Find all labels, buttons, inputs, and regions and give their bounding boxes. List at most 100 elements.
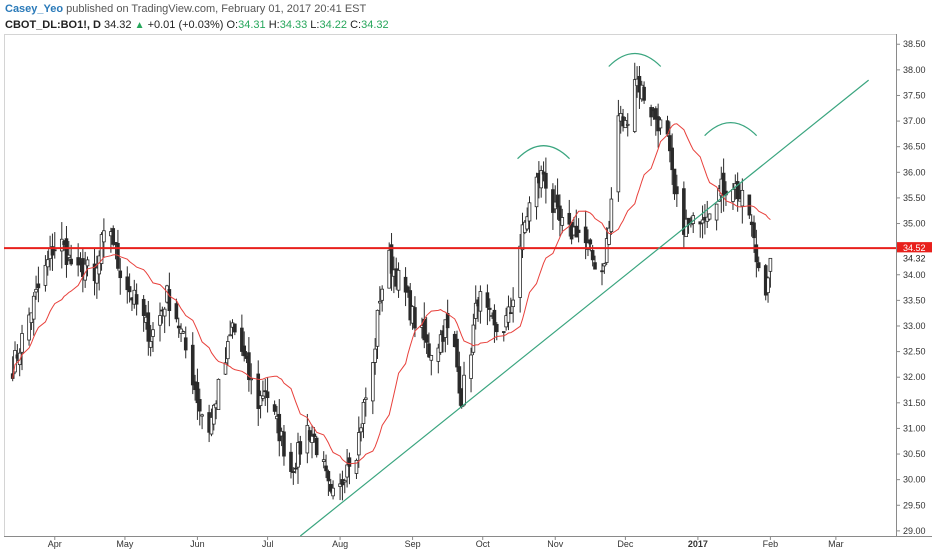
candle-body xyxy=(462,374,466,406)
last-price-tag: 34.32 xyxy=(897,252,932,265)
candle-body xyxy=(413,307,417,329)
candle-body xyxy=(167,289,172,312)
candle-body xyxy=(190,344,195,386)
candle-body xyxy=(174,303,179,320)
candle-body xyxy=(602,263,607,267)
candle-body xyxy=(326,471,331,482)
candle-body xyxy=(197,399,202,412)
candle-body xyxy=(324,465,328,472)
candle-body xyxy=(576,229,581,233)
candle-body xyxy=(13,350,17,373)
price-tick-label: 31.50 xyxy=(903,398,926,408)
candle-body xyxy=(289,451,293,472)
price-tick-label: 32.50 xyxy=(903,347,926,357)
candle-body xyxy=(321,459,326,462)
candle-body xyxy=(195,382,200,404)
candle-body xyxy=(233,323,237,333)
low-value: 34.22 xyxy=(319,19,348,31)
pattern-arcs xyxy=(517,53,758,160)
candle-body xyxy=(494,323,499,333)
candle-body xyxy=(375,309,380,347)
candle-body xyxy=(642,86,646,101)
candle-body xyxy=(551,189,555,213)
candle-body xyxy=(296,442,300,468)
candle-body xyxy=(625,123,630,126)
time-tick-label: Sep xyxy=(405,539,421,549)
candle-body xyxy=(247,352,251,380)
price-tick-label: 34.00 xyxy=(903,270,926,280)
candle-body xyxy=(408,290,413,321)
symbol-label[interactable]: CBOT_DL:BO1!, D xyxy=(5,19,101,31)
candle-body xyxy=(754,244,759,263)
time-tick-label: Nov xyxy=(547,539,564,549)
candle-body xyxy=(649,107,653,118)
price-tick-label: 37.50 xyxy=(903,90,926,100)
candle-body xyxy=(298,441,303,455)
close-label: C: xyxy=(350,19,362,31)
candle-body xyxy=(223,362,228,375)
trendline[interactable] xyxy=(299,79,869,537)
time-tick-label: Feb xyxy=(763,539,779,549)
candle-body xyxy=(586,242,590,250)
candle-body xyxy=(356,432,361,456)
candle-body xyxy=(609,198,614,232)
last-price-tag-label: 34.32 xyxy=(903,253,926,263)
candle-body xyxy=(731,189,735,202)
candle-body xyxy=(181,331,186,334)
candle-body xyxy=(371,362,375,402)
price-tick-label: 33.50 xyxy=(903,295,926,305)
time-axis[interactable]: Apr May Jun Jul Aug Sep Oct Nov Dec 2017 Feb Mar xyxy=(48,536,844,549)
time-tick-label: Apr xyxy=(48,539,62,549)
candle-body xyxy=(354,460,359,474)
candle-body xyxy=(228,334,232,337)
plot-frame xyxy=(4,34,897,537)
candle-body xyxy=(389,244,394,274)
close-value: 34.32 xyxy=(361,19,389,31)
pattern-arc xyxy=(704,122,758,137)
candle-body xyxy=(721,172,726,196)
candle-body xyxy=(567,212,572,225)
symbol-line: CBOT_DL:BO1!, D 34.32 ▲ +0.01 (+0.03%) O… xyxy=(5,19,389,31)
candle-body xyxy=(359,427,363,433)
pattern-arc xyxy=(517,145,570,160)
candle-body xyxy=(36,283,41,289)
candle-body xyxy=(307,430,312,441)
candle-body xyxy=(443,319,448,338)
candle-body xyxy=(331,487,335,497)
last-price-tag-bg xyxy=(897,252,932,265)
candle-body xyxy=(364,397,368,400)
candle-body xyxy=(97,255,102,275)
candle-body xyxy=(272,404,277,412)
candle-body xyxy=(261,395,265,399)
price-tick-label: 30.50 xyxy=(903,449,926,459)
author-link[interactable]: Casey_Yeo xyxy=(5,3,64,15)
resistance-tag-bg xyxy=(897,242,932,255)
candle-body xyxy=(469,354,473,379)
candle-body xyxy=(249,378,254,381)
candle-body xyxy=(277,413,282,442)
change-value: +0.01 (+0.03%) xyxy=(147,19,224,31)
candle-body xyxy=(670,147,674,171)
candle-body xyxy=(593,262,597,270)
candle-body xyxy=(539,170,544,189)
candle-body xyxy=(555,194,560,208)
candle-body xyxy=(675,186,679,195)
candle-body xyxy=(436,347,441,362)
candle-body xyxy=(76,257,80,266)
candle-body xyxy=(714,203,719,221)
candle-body xyxy=(707,213,712,220)
candle-body xyxy=(258,395,263,407)
candle-body xyxy=(127,286,132,293)
candle-body xyxy=(282,431,286,457)
candle-body xyxy=(406,286,410,293)
candle-body xyxy=(588,239,593,245)
candle-body xyxy=(67,254,71,258)
candle-body xyxy=(766,277,770,294)
price-tick-label: 33.00 xyxy=(903,321,926,331)
candle-body xyxy=(265,391,270,399)
candle-body xyxy=(176,325,181,329)
candle-body xyxy=(501,331,506,333)
candle-body xyxy=(209,417,214,435)
price-axis[interactable]: 29.00 29.50 30.00 30.50 31.00 31.50 32.00 32.50… xyxy=(896,39,926,536)
